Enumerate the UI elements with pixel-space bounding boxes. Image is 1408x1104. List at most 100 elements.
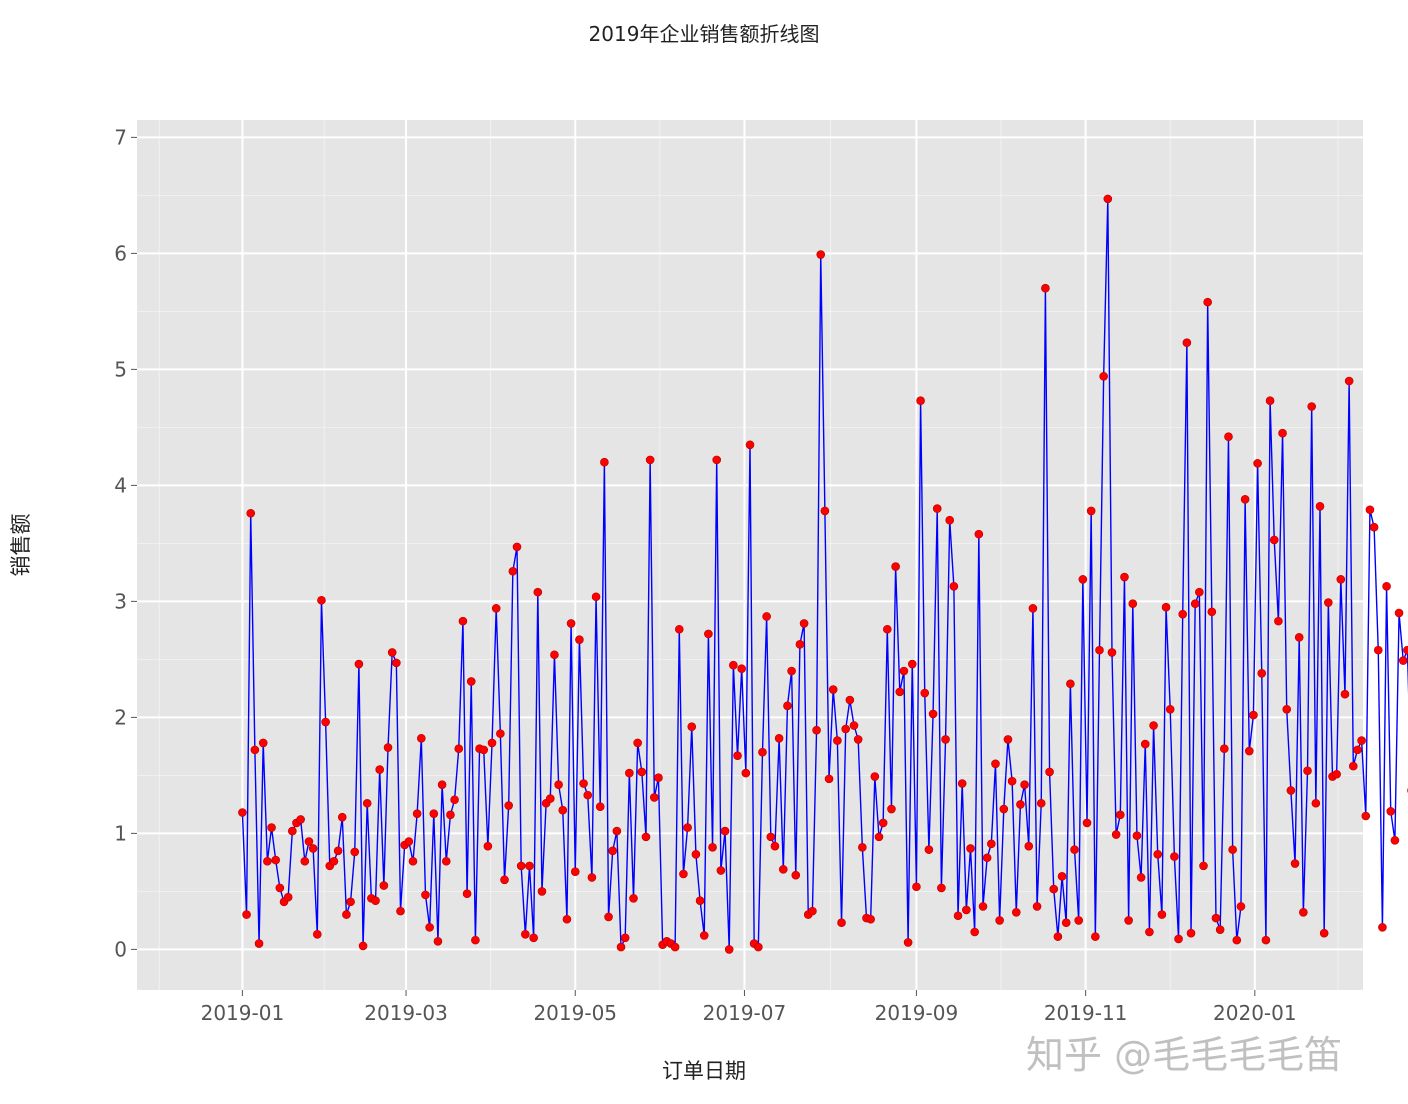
data-point <box>870 772 880 781</box>
data-point <box>637 767 647 777</box>
data-point <box>1215 925 1225 934</box>
data-point <box>920 688 930 698</box>
data-point <box>587 873 597 882</box>
x-tick-label: 2019-07 <box>703 1001 787 1025</box>
data-point <box>1157 910 1167 919</box>
data-point <box>820 506 830 516</box>
data-point <box>762 612 771 621</box>
data-point <box>704 629 713 639</box>
data-point <box>254 939 264 948</box>
y-tick-label: 5 <box>114 357 127 381</box>
data-point <box>529 933 538 943</box>
data-point <box>271 855 280 865</box>
x-tick-label: 2020-01 <box>1213 1001 1297 1025</box>
data-point <box>853 735 863 744</box>
data-point <box>516 861 526 871</box>
data-point <box>945 515 955 525</box>
data-point <box>1299 907 1308 917</box>
data-point <box>583 790 593 800</box>
data-point <box>907 659 917 669</box>
data-point <box>974 529 984 539</box>
data-point <box>387 648 397 657</box>
data-point <box>412 809 422 818</box>
data-point <box>887 804 896 814</box>
data-point <box>496 729 505 738</box>
data-point <box>1228 845 1237 854</box>
data-point <box>999 804 1009 814</box>
data-point <box>512 542 522 552</box>
data-point <box>579 779 588 788</box>
data-point <box>1186 928 1196 938</box>
data-point <box>375 765 385 774</box>
data-point <box>433 936 443 946</box>
x-tick-label: 2019-05 <box>533 1001 617 1025</box>
data-point <box>941 735 950 744</box>
data-point <box>1403 645 1408 655</box>
y-tick-label: 2 <box>114 705 127 729</box>
data-point <box>1091 932 1100 941</box>
data-point <box>691 849 701 859</box>
data-point <box>1007 776 1017 786</box>
data-point <box>1303 766 1312 776</box>
data-point <box>1061 918 1071 928</box>
data-point <box>258 738 268 748</box>
data-point <box>633 738 642 748</box>
data-point <box>949 582 959 591</box>
data-point <box>308 844 318 853</box>
data-point <box>1165 704 1175 714</box>
data-point <box>504 801 513 810</box>
data-point <box>1265 396 1275 406</box>
data-point <box>995 916 1004 925</box>
data-point <box>1032 902 1042 911</box>
data-point <box>354 659 364 669</box>
data-point <box>987 839 996 849</box>
data-point <box>708 843 717 852</box>
data-point <box>1315 501 1325 511</box>
data-point <box>1024 841 1034 851</box>
y-tick-label: 6 <box>114 241 127 265</box>
data-point <box>1049 884 1059 894</box>
data-point <box>1398 656 1408 665</box>
data-point <box>1174 934 1183 944</box>
data-point <box>417 733 426 743</box>
data-point <box>329 856 339 866</box>
data-point <box>882 624 892 634</box>
data-point <box>1016 800 1025 809</box>
data-point <box>362 798 372 808</box>
data-point <box>283 892 293 902</box>
chart-title: 2019年企业销售额折线图 <box>588 22 820 46</box>
data-point <box>699 931 709 940</box>
x-tick-label: 2019-11 <box>1044 1001 1128 1025</box>
data-point <box>525 861 534 871</box>
data-point <box>570 867 580 876</box>
data-point <box>1190 599 1200 609</box>
data-point <box>1344 376 1354 386</box>
data-point <box>1261 935 1271 945</box>
data-point <box>625 768 634 778</box>
data-point <box>537 887 547 896</box>
data-point <box>1170 852 1179 861</box>
data-point <box>683 823 692 832</box>
data-point <box>1220 744 1229 754</box>
data-point <box>1390 836 1400 845</box>
data-point <box>841 724 850 734</box>
data-point <box>479 745 489 755</box>
data-point <box>716 866 726 875</box>
data-point <box>1378 923 1387 932</box>
data-point <box>1290 859 1300 868</box>
data-point <box>741 768 751 778</box>
data-point <box>246 508 256 518</box>
data-point <box>1140 739 1150 749</box>
data-point <box>1382 582 1391 591</box>
data-point <box>783 701 792 711</box>
data-point <box>1178 609 1188 619</box>
data-point <box>1353 745 1362 755</box>
data-point <box>1211 913 1221 923</box>
data-point <box>1286 786 1296 795</box>
data-point <box>312 930 322 939</box>
data-point <box>724 945 734 954</box>
data-point <box>878 818 888 828</box>
data-point <box>1045 767 1054 777</box>
data-point <box>1282 704 1292 714</box>
data-point <box>346 897 355 907</box>
